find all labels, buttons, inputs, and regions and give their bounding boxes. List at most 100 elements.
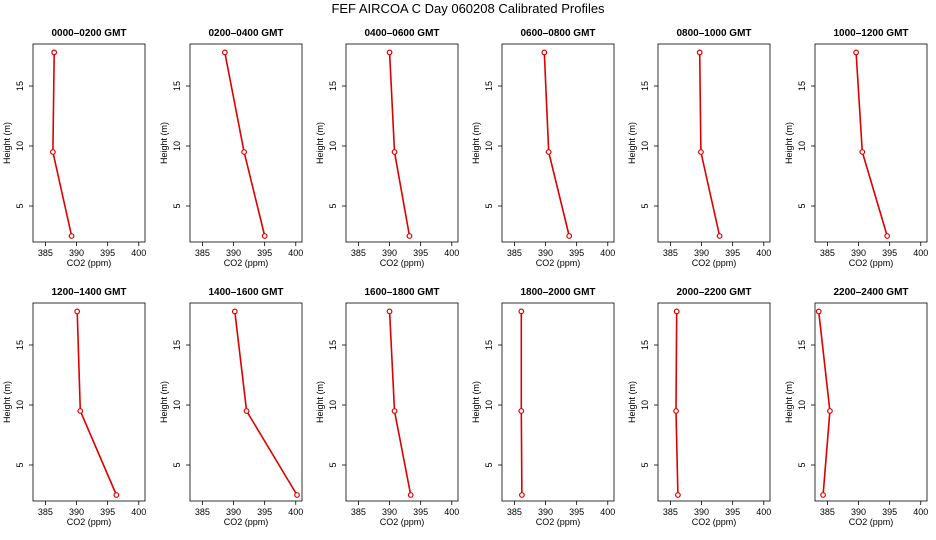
panel-8-data-point — [243, 408, 250, 414]
panel-2-x-tick-label: 395 — [257, 248, 272, 258]
panel-5-y-tick-label: 10 — [640, 141, 650, 151]
panel-3-frame — [345, 43, 459, 243]
panel-8-y-tick-label: 15 — [172, 340, 182, 350]
panel-5-x-tick-label: 390 — [694, 248, 709, 258]
panel-1-frame — [32, 43, 146, 243]
panel-12-y-tick-label: 10 — [797, 400, 807, 410]
panel-4-data-point — [541, 49, 548, 56]
panel-9-x-tick-label: 395 — [413, 507, 428, 517]
panel-9-y-tick-label: 15 — [328, 340, 338, 350]
panel-3-x-tick-label: 400 — [444, 248, 459, 258]
panel-2-data-point — [241, 149, 248, 155]
panel-2-data-point — [221, 49, 228, 56]
panel-8-x-tick-label: 390 — [226, 507, 241, 517]
panel-11-y-tick-label: 5 — [640, 462, 650, 467]
panel-7-x-tick-label: 400 — [131, 507, 146, 517]
panel-10-frame — [501, 302, 615, 502]
panel-12-data-point — [827, 408, 833, 414]
panel-11-data-point — [675, 492, 681, 498]
panel-10-x-tick-label: 385 — [507, 507, 522, 517]
panel-7-y-axis-label: Height (m) — [2, 381, 12, 423]
panel-1-data-point — [68, 233, 75, 239]
panel-6-data-point — [859, 149, 866, 155]
panel-8-data-point — [231, 308, 238, 315]
panel-9-y-tick-label: 10 — [328, 400, 338, 410]
panel-4-y-tick-label: 5 — [484, 203, 494, 208]
panel-12-data-point — [815, 308, 822, 315]
panel-9-data-point — [386, 308, 393, 315]
panel-10-y-tick-label: 5 — [484, 462, 494, 467]
panel-7-y-tick-label: 15 — [15, 340, 25, 350]
panel-7-title: 1200–1400 GMT — [51, 287, 126, 298]
panel-1-profile-line — [52, 52, 73, 237]
panel-8-x-axis-label: CO2 (ppm) — [224, 517, 269, 527]
panel-6-x-tick-label: 390 — [851, 248, 866, 258]
panel-10-x-tick-label: 390 — [538, 507, 553, 517]
panel-3-data-point — [406, 233, 413, 239]
panel-10-x-axis-label: CO2 (ppm) — [536, 517, 581, 527]
panel-12-frame — [814, 302, 928, 502]
panel-5-y-axis-label: Height (m) — [627, 122, 637, 164]
panel-4-y-tick-label: 15 — [484, 81, 494, 91]
panel-11-x-tick-label: 385 — [663, 507, 678, 517]
panel-5-x-axis-label: CO2 (ppm) — [692, 258, 737, 268]
panel-8-title: 1400–1600 GMT — [208, 287, 283, 298]
panel-4-profile-line — [543, 52, 570, 237]
panel-1-y-axis-label: Height (m) — [2, 122, 12, 164]
panel-7-x-tick-label: 390 — [69, 507, 84, 517]
panel-10-y-tick-label: 15 — [484, 340, 494, 350]
panel-7-data-point — [113, 492, 120, 498]
panel-5-data-point — [696, 49, 703, 56]
panel-6-x-tick-label: 400 — [913, 248, 928, 258]
panel-4-frame — [501, 43, 615, 243]
panel-1-data-point — [50, 149, 56, 155]
panel-8-x-tick-label: 395 — [257, 507, 272, 517]
panel-9-x-axis-label: CO2 (ppm) — [380, 517, 425, 527]
panel-11-profile-line — [675, 311, 679, 496]
panel-12-x-axis-label: CO2 (ppm) — [849, 517, 894, 527]
panel-6-frame — [814, 43, 928, 243]
panel-5-x-tick-label: 385 — [663, 248, 678, 258]
panel-12-x-tick-label: 395 — [882, 507, 897, 517]
panel-4-x-tick-label: 400 — [600, 248, 615, 258]
panel-4-x-tick-label: 385 — [507, 248, 522, 258]
panel-7-frame — [32, 302, 146, 502]
panel-8-y-tick-label: 5 — [172, 462, 182, 467]
panel-6-data-point — [884, 233, 891, 239]
panel-11-x-tick-label: 395 — [725, 507, 740, 517]
panel-10-data-point — [518, 308, 525, 315]
panel-10-profile-line — [520, 311, 523, 496]
panel-11-title: 2000–2200 GMT — [676, 287, 751, 298]
panel-4-data-point — [545, 149, 552, 155]
panel-6-x-tick-label: 395 — [882, 248, 897, 258]
panel-12-y-tick-label: 15 — [797, 340, 807, 350]
panel-9-data-point — [391, 408, 398, 414]
panel-3-title: 0400–0600 GMT — [364, 28, 439, 39]
panel-1-y-tick-label: 10 — [15, 141, 25, 151]
panel-11-data-point — [673, 408, 679, 414]
panel-5-frame — [657, 43, 771, 243]
panel-10-x-tick-label: 400 — [600, 507, 615, 517]
panel-2-x-tick-label: 390 — [226, 248, 241, 258]
panel-3-x-tick-label: 390 — [382, 248, 397, 258]
panel-10-title: 1800–2000 GMT — [520, 287, 595, 298]
panel-11-frame — [657, 302, 771, 502]
panel-1-x-tick-label: 400 — [131, 248, 146, 258]
panel-9-frame — [345, 302, 459, 502]
panel-4-y-axis-label: Height (m) — [471, 122, 481, 164]
panel-2-data-point — [261, 233, 268, 239]
panel-5-y-tick-label: 5 — [640, 203, 650, 208]
panel-5-y-tick-label: 15 — [640, 81, 650, 91]
panel-7-y-tick-label: 10 — [15, 400, 25, 410]
panel-11-y-tick-label: 10 — [640, 400, 650, 410]
panel-1-x-axis-label: CO2 (ppm) — [67, 258, 112, 268]
panel-4-data-point — [566, 233, 573, 239]
panel-1-y-tick-label: 15 — [15, 81, 25, 91]
panel-2-title: 0200–0400 GMT — [208, 28, 283, 39]
panel-3-profile-line — [388, 52, 411, 237]
panel-3-data-point — [386, 49, 393, 56]
panel-1-data-point — [51, 49, 58, 56]
panel-9-x-tick-label: 400 — [444, 507, 459, 517]
panel-4-y-tick-label: 10 — [484, 141, 494, 151]
